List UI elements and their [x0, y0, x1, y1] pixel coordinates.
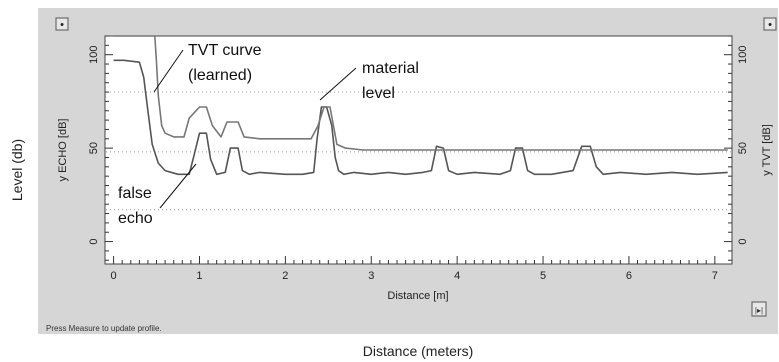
y-left-tick-label: 100 [88, 46, 100, 64]
annotation-tvt-curve: TVT curve [188, 42, 262, 59]
scroll-end-label: |▸| [755, 306, 763, 315]
y-axis-right-title: y TVT [dB] [761, 124, 773, 176]
x-tick-label: 2 [282, 270, 288, 282]
y-right-tick-label: 50 [737, 142, 749, 154]
annotation-layer: TVT curve (learned) material level false… [118, 42, 419, 227]
annotation-level: level [362, 85, 395, 102]
y-right-tick-label: 0 [737, 239, 749, 245]
annotation-false: false [118, 185, 152, 202]
window-pin-left-label: • [60, 19, 64, 31]
series-tvt-curve [113, 35, 728, 151]
outer-x-title: Distance (meters) [363, 343, 473, 359]
annotation-learned: (learned) [188, 67, 252, 84]
window-pin-right-label: • [768, 19, 772, 31]
outer-y-title: Level (db) [9, 139, 25, 201]
status-text: Press Measure to update profile. [46, 324, 162, 333]
x-tick-label: 5 [540, 270, 546, 282]
annotation-material: material [362, 60, 419, 77]
leader-material-level [319, 67, 357, 101]
series-echo-profile [113, 59, 728, 176]
y-left-tick-label: 50 [88, 142, 100, 154]
axes-layer: 0 1 2 3 4 5 6 7 0 0 50 50 100 100 [88, 35, 749, 282]
x-axis-title: Distance [m] [387, 290, 448, 302]
x-tick-label: 1 [196, 270, 202, 282]
series-layer [113, 35, 728, 176]
x-tick-label: 3 [368, 270, 374, 282]
x-tick-label: 0 [111, 270, 117, 282]
leader-false-echo [159, 163, 197, 209]
x-tick-label: 4 [454, 270, 460, 282]
x-tick-label: 6 [626, 270, 632, 282]
leader-tvt-curve [153, 49, 184, 93]
y-axis-left-title: y ECHO [dB] [57, 119, 69, 182]
x-tick-label: 7 [712, 270, 718, 282]
y-right-tick-label: 100 [737, 46, 749, 64]
scroll-end-button[interactable]: |▸| [751, 301, 767, 317]
window-pin-button-left[interactable]: • [55, 17, 69, 31]
window-pin-button-right[interactable]: • [763, 17, 777, 31]
annotation-echo: echo [118, 210, 153, 227]
y-left-tick-label: 0 [88, 239, 100, 245]
